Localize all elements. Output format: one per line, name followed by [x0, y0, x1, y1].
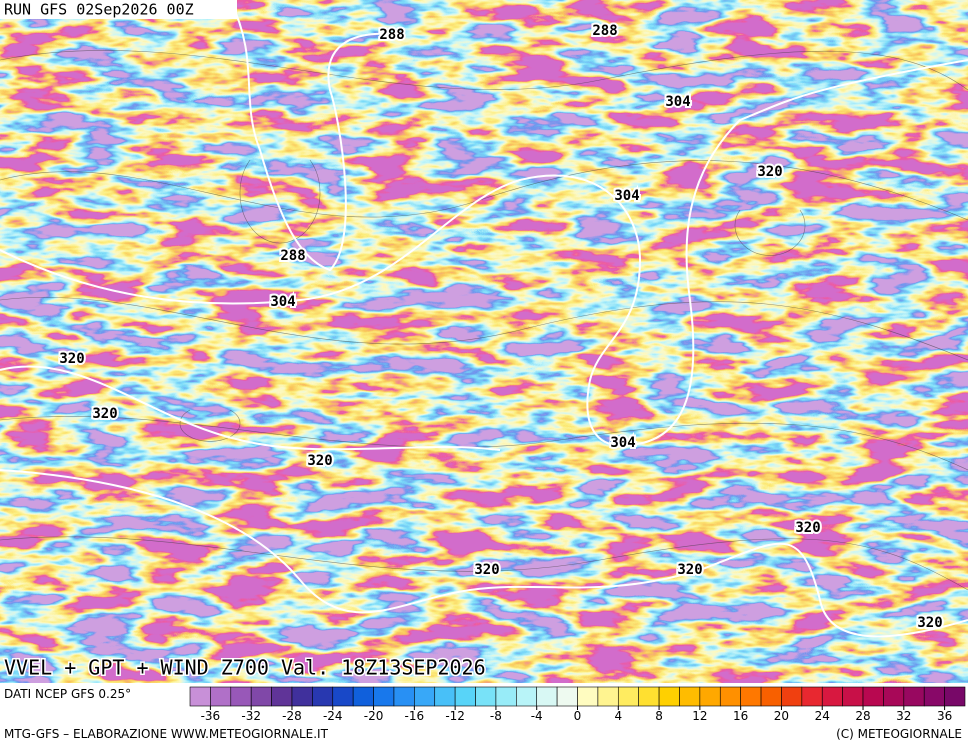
- colorbar-swatch: [495, 686, 517, 707]
- colorbar-swatch: [393, 686, 415, 707]
- contour-label: 288: [592, 23, 617, 39]
- colorbar-tick-label: 4: [614, 709, 622, 723]
- source-label: DATI NCEP GFS 0.25°: [4, 687, 131, 701]
- colorbar-swatch: [821, 686, 843, 707]
- map: 288 288 304 320 304 288 304 320 320 320 …: [0, 0, 968, 683]
- run-label: RUN GFS 02Sep2026 00Z: [4, 1, 194, 19]
- contour-label: 304: [614, 188, 639, 204]
- colorbar-tick-label: 36: [937, 709, 952, 723]
- colorbar-swatch: [801, 686, 823, 707]
- colorbar-swatch: [597, 686, 619, 707]
- colorbar-tick-label: 24: [815, 709, 830, 723]
- colorbar-tick-label: -8: [490, 709, 502, 723]
- wind-streamlines: [0, 50, 968, 591]
- colorbar-swatch: [434, 686, 456, 707]
- colorbar-swatch: [189, 686, 211, 707]
- colorbar-swatch: [577, 686, 599, 707]
- colorbar-swatch: [210, 686, 232, 707]
- colorbar-tick-label: -32: [241, 709, 261, 723]
- colorbar-swatch: [516, 686, 538, 707]
- colorbar-swatch: [699, 686, 721, 707]
- colorbar-swatch: [760, 686, 782, 707]
- colorbar-swatch: [230, 686, 252, 707]
- colorbar-swatch: [271, 686, 293, 707]
- colorbar-swatch: [617, 686, 639, 707]
- colorbar-tick-label: 8: [655, 709, 663, 723]
- footer-left: MTG-GFS – ELABORAZIONE WWW.METEOGIORNALE…: [4, 727, 329, 741]
- colorbar-swatch: [923, 686, 945, 707]
- colorbar-swatch: [454, 686, 476, 707]
- colorbar-swatch: [719, 686, 741, 707]
- contour-label: 320: [757, 164, 782, 180]
- colorbar-swatch: [291, 686, 313, 707]
- colorbar: -36 -32 -28 -24 -20 -16 -12 -8 -4 0 4 8 12 16 20 24 28 32…: [189, 686, 966, 723]
- map-title: VVEL + GPT + WIND Z700 Val. 18Z13SEP2026: [4, 656, 486, 680]
- contour-label: 288: [379, 27, 404, 43]
- colorbar-swatch: [312, 686, 334, 707]
- colorbar-swatch: [536, 686, 558, 707]
- colorbar-swatch: [740, 686, 762, 707]
- colorbar-tick-label: -28: [282, 709, 302, 723]
- colorbar-swatch: [842, 686, 864, 707]
- colorbar-swatch: [332, 686, 354, 707]
- colorbar-swatch: [658, 686, 680, 707]
- colorbar-swatch: [373, 686, 395, 707]
- colorbar-swatch: [862, 686, 884, 707]
- contour-label: 320: [92, 406, 117, 422]
- contour-label: 304: [610, 435, 635, 451]
- colorbar-tick-label: -12: [445, 709, 465, 723]
- contour-label: 320: [917, 615, 942, 631]
- colorbar-swatch: [475, 686, 497, 707]
- contour-label: 320: [474, 562, 499, 578]
- height-contours: [0, 0, 968, 636]
- colorbar-swatch: [556, 686, 578, 707]
- colorbar-tick-label: 20: [774, 709, 789, 723]
- contour-label: 320: [677, 562, 702, 578]
- contour-labels: 288 288 304 320 304 288 304 320 320 320 …: [57, 21, 944, 633]
- colorbar-swatch: [638, 686, 660, 707]
- colorbar-swatch: [414, 686, 436, 707]
- colorbar-swatch: [883, 686, 905, 707]
- colorbar-tick-label: -20: [364, 709, 384, 723]
- colorbar-tick-label: 0: [574, 709, 582, 723]
- colorbar-tick-label: -36: [201, 709, 221, 723]
- colorbar-swatch: [903, 686, 925, 707]
- colorbar-tick-label: -4: [531, 709, 543, 723]
- contour-label: 320: [795, 520, 820, 536]
- colorbar-swatch: [250, 686, 272, 707]
- contour-label: 304: [665, 94, 690, 110]
- colorbar-tick-label: -16: [405, 709, 425, 723]
- contour-label: 320: [59, 351, 84, 367]
- colorbar-tick-label: -24: [323, 709, 343, 723]
- vvel-field: [0, 0, 968, 683]
- footer-right: (C) METEOGIORNALE: [836, 727, 962, 741]
- run-box: [0, 0, 237, 19]
- contour-label: 304: [270, 294, 295, 310]
- colorbar-swatch: [781, 686, 803, 707]
- colorbar-swatch: [352, 686, 374, 707]
- contour-label: 320: [307, 453, 332, 469]
- colorbar-tick-label: 16: [733, 709, 748, 723]
- colorbar-tick-label: 32: [896, 709, 911, 723]
- colorbar-tick-label: 28: [855, 709, 870, 723]
- contour-label: 288: [280, 248, 305, 264]
- colorbar-swatch: [679, 686, 701, 707]
- colorbar-swatch: [944, 686, 966, 707]
- colorbar-tick-label: 12: [692, 709, 707, 723]
